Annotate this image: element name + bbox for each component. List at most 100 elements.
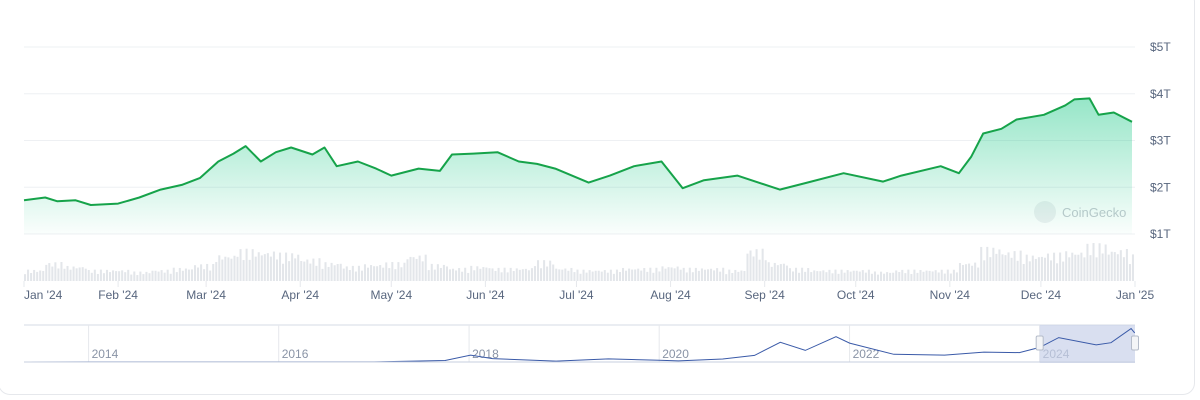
volume-bar <box>488 268 491 281</box>
volume-bar <box>661 266 664 281</box>
volume-bar <box>1122 257 1125 281</box>
volume-bar <box>834 269 837 281</box>
volume-bar <box>643 268 646 281</box>
volume-bar <box>436 264 439 281</box>
volume-bar <box>90 272 93 281</box>
volume-bar <box>907 269 910 281</box>
volume-bar <box>943 273 946 281</box>
volume-bar <box>582 269 585 281</box>
volume-bar <box>752 256 755 281</box>
volume-bar <box>880 271 883 281</box>
volume-bar <box>603 270 606 281</box>
volume-bar <box>1092 243 1095 281</box>
volume-bar <box>461 271 464 281</box>
volume-bar <box>779 264 782 281</box>
volume-bar <box>801 267 804 281</box>
volume-bar <box>285 252 288 281</box>
volume-bar <box>576 269 579 281</box>
volume-bar <box>239 249 242 281</box>
volume-bar <box>224 256 227 281</box>
x-tick-label: Apr '24 <box>281 288 319 302</box>
volume-bar <box>278 252 282 281</box>
volume-bar <box>27 269 30 281</box>
volume-bar <box>33 269 36 281</box>
volume-bar <box>521 269 524 281</box>
volume-bar <box>637 268 640 281</box>
volume-bar <box>312 258 315 281</box>
y-tick-label: $4T <box>1150 87 1171 101</box>
volume-bar <box>421 261 424 281</box>
volume-bar <box>357 265 360 281</box>
volume-bar <box>415 258 418 281</box>
volume-bar <box>840 269 843 281</box>
volume-bar <box>1040 256 1043 281</box>
volume-bar <box>1007 252 1010 281</box>
volume-bar <box>254 256 257 281</box>
volume-bar <box>424 254 427 281</box>
volume-bar <box>1098 243 1101 281</box>
volume-bar <box>667 267 670 281</box>
volume-bar <box>318 258 321 281</box>
volume-bar <box>612 273 615 281</box>
x-tick-label: Jan '24 <box>24 288 63 302</box>
volume-bar <box>448 269 452 281</box>
volume-bar <box>248 259 251 281</box>
volume-bar <box>631 269 634 281</box>
navigator-selection <box>1039 325 1135 363</box>
volume-bar <box>949 273 952 281</box>
volume-bar <box>206 263 209 281</box>
volume-bar <box>354 271 357 281</box>
volume-bar <box>282 263 285 281</box>
volume-bar <box>676 266 679 281</box>
volume-bar <box>1019 250 1022 281</box>
volume-bar <box>124 272 127 281</box>
volume-bar <box>63 268 66 281</box>
volume-bar <box>898 272 901 281</box>
volume-bar <box>233 255 236 281</box>
volume-bar <box>400 267 403 281</box>
volume-bar <box>178 267 181 281</box>
volume-bar <box>476 266 479 281</box>
volume-bar <box>971 265 974 281</box>
volume-bar <box>588 270 591 281</box>
volume-bar <box>725 274 728 281</box>
navigator-line <box>24 327 1136 363</box>
volume-bar <box>348 270 351 281</box>
volume-bar <box>321 268 324 281</box>
volume-bar <box>743 270 746 281</box>
volume-bar <box>895 270 898 281</box>
volume-bar <box>807 268 810 281</box>
navigator-handle-right[interactable] <box>1131 335 1139 351</box>
volume-bar <box>746 253 749 281</box>
volume-bar <box>473 270 476 281</box>
volume-bar <box>93 269 96 281</box>
volume-bar <box>1116 254 1119 281</box>
volume-bar <box>236 256 239 281</box>
volume-bar <box>181 270 184 281</box>
volume-bar <box>552 264 555 281</box>
volume-bar <box>345 266 348 281</box>
volume-bar <box>773 262 776 281</box>
volume-bar <box>782 263 785 281</box>
volume-bar <box>719 271 722 281</box>
volume-bar <box>931 271 934 281</box>
volume-bar <box>48 263 51 281</box>
navigator-handle-left[interactable] <box>1035 335 1044 351</box>
volume-bar <box>491 268 494 281</box>
volume-bar <box>190 269 193 281</box>
volume-bar <box>193 265 197 281</box>
volume-bar <box>503 267 506 281</box>
volume-bar <box>187 269 190 281</box>
volume-bar <box>722 267 725 281</box>
volume-bar <box>640 270 643 281</box>
volume-bar <box>986 246 989 281</box>
volume-bar <box>1010 257 1013 281</box>
volume-bar <box>655 267 658 281</box>
x-tick-label: Sep '24 <box>745 288 786 302</box>
volume-bar <box>482 267 485 281</box>
volume-bar <box>761 248 764 281</box>
volume-bar <box>646 271 649 281</box>
volume-bar <box>373 266 376 281</box>
volume-bar <box>257 252 260 281</box>
